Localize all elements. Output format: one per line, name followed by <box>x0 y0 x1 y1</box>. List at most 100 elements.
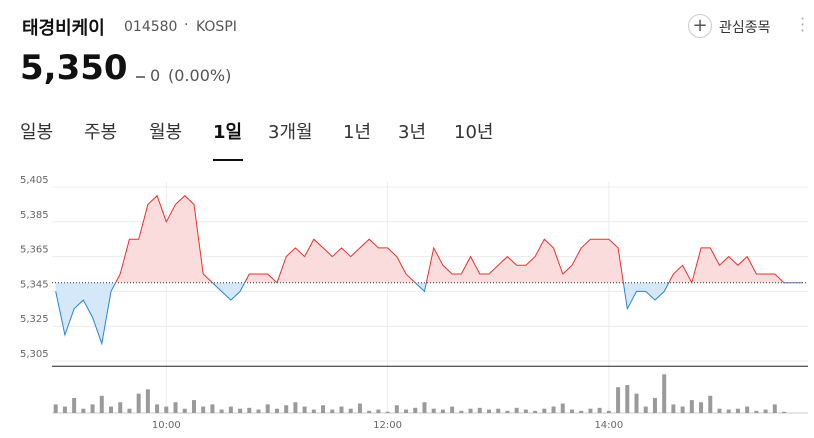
volume-bar <box>367 410 372 413</box>
watch-button[interactable]: 관심종목 <box>719 20 771 36</box>
volume-bar <box>772 404 777 413</box>
volume-bar <box>680 406 685 413</box>
change: 0 <box>150 66 161 85</box>
tab-underline <box>213 159 243 161</box>
y-tick-label: 5,345 <box>20 279 49 290</box>
tab[interactable]: 1년 <box>343 122 372 143</box>
volume-bar <box>579 410 584 413</box>
volume-bar <box>505 410 510 413</box>
volume-bar <box>782 411 787 413</box>
volume-bar <box>468 408 473 413</box>
tab[interactable]: 10년 <box>454 122 494 143</box>
x-tick-label: 10:00 <box>152 420 181 431</box>
volume-bar <box>376 409 381 413</box>
volume-bar <box>560 403 565 413</box>
volume-bar <box>487 409 492 413</box>
volume-bar <box>689 400 694 413</box>
volume-bar <box>717 408 722 413</box>
volume-bar <box>385 411 390 413</box>
volume-bar <box>726 409 731 413</box>
tab[interactable]: 주봉 <box>84 122 118 143</box>
volume-bar <box>514 407 519 413</box>
volume-bar <box>118 402 123 413</box>
volume-bar <box>533 410 538 413</box>
volume-bar <box>348 408 353 413</box>
volume-bar <box>422 402 427 413</box>
volume-bar <box>735 408 740 413</box>
market: KOSPI <box>196 19 237 35</box>
volume-bar <box>109 406 114 413</box>
volume-bar <box>311 409 316 413</box>
volume-bar <box>339 406 344 413</box>
volume-bar <box>542 408 547 413</box>
volume-bar <box>219 409 224 413</box>
stock-name: 태경비케이 <box>22 18 105 39</box>
volume-bar <box>616 387 621 413</box>
volume-bar <box>404 409 409 413</box>
volume-bar <box>357 403 362 413</box>
volume-bar <box>90 404 95 413</box>
volume-bar <box>155 404 160 413</box>
tab[interactable]: 월봉 <box>149 122 183 143</box>
volume-bar <box>708 395 713 413</box>
volume-bar <box>145 389 150 413</box>
more-menu[interactable]: · · · <box>800 9 806 40</box>
stock-code: 014580 <box>124 19 178 35</box>
volume-bar <box>431 408 436 413</box>
y-tick-label: 5,305 <box>20 349 49 360</box>
tab[interactable]: 3개월 <box>268 122 313 143</box>
volume-bar <box>569 409 574 413</box>
volume-bar <box>413 407 418 413</box>
volume-bar <box>99 395 104 413</box>
volume-bar <box>643 406 648 413</box>
volume-bar <box>321 405 326 413</box>
y-tick-label: 5,365 <box>20 245 49 256</box>
x-tick-label: 12:00 <box>373 420 402 431</box>
watch-icon[interactable]: + <box>688 14 712 38</box>
volume-bar <box>754 410 759 413</box>
y-tick-label: 5,405 <box>20 175 49 186</box>
volume-bar <box>606 410 611 413</box>
tab[interactable]: 1일 <box>213 122 243 143</box>
volume-bar <box>597 407 602 413</box>
y-tick-label: 5,385 <box>20 210 49 221</box>
volume-bar <box>394 405 399 413</box>
volume-bar <box>62 406 67 413</box>
volume-bar <box>523 409 528 413</box>
separator: · <box>184 17 189 33</box>
volume-bar <box>127 408 132 413</box>
price-line <box>55 194 803 346</box>
volume-bar <box>440 409 445 413</box>
volume-bar <box>652 397 657 413</box>
volume-bar <box>450 406 455 413</box>
volume-bar <box>302 406 307 413</box>
volume-bar <box>238 408 243 413</box>
flat-indicator <box>136 76 145 78</box>
volume-bar <box>201 406 206 413</box>
volume-bar <box>634 393 639 413</box>
volume-bar <box>53 404 58 413</box>
volume-bar <box>81 408 86 413</box>
volume-bar <box>459 410 464 413</box>
volume-bar <box>625 385 630 413</box>
change-pct: (0.00%) <box>168 66 232 85</box>
volume-bar <box>699 402 704 413</box>
volume-bar <box>256 409 261 413</box>
price: 5,350 <box>20 48 128 88</box>
volume-bar <box>164 406 169 413</box>
volume-bar <box>671 404 676 413</box>
volume-bar <box>274 408 279 413</box>
volume-bar <box>662 374 667 413</box>
tab[interactable]: 일봉 <box>20 122 54 143</box>
x-tick-label: 14:00 <box>594 420 623 431</box>
volume-bar <box>551 406 556 413</box>
volume-bar <box>763 409 768 413</box>
volume-bar <box>745 406 750 413</box>
volume-bar <box>136 393 141 413</box>
tab[interactable]: 3년 <box>398 122 427 143</box>
volume-bar <box>210 404 215 413</box>
volume-bar <box>477 407 482 413</box>
y-tick-label: 5,325 <box>20 314 49 325</box>
